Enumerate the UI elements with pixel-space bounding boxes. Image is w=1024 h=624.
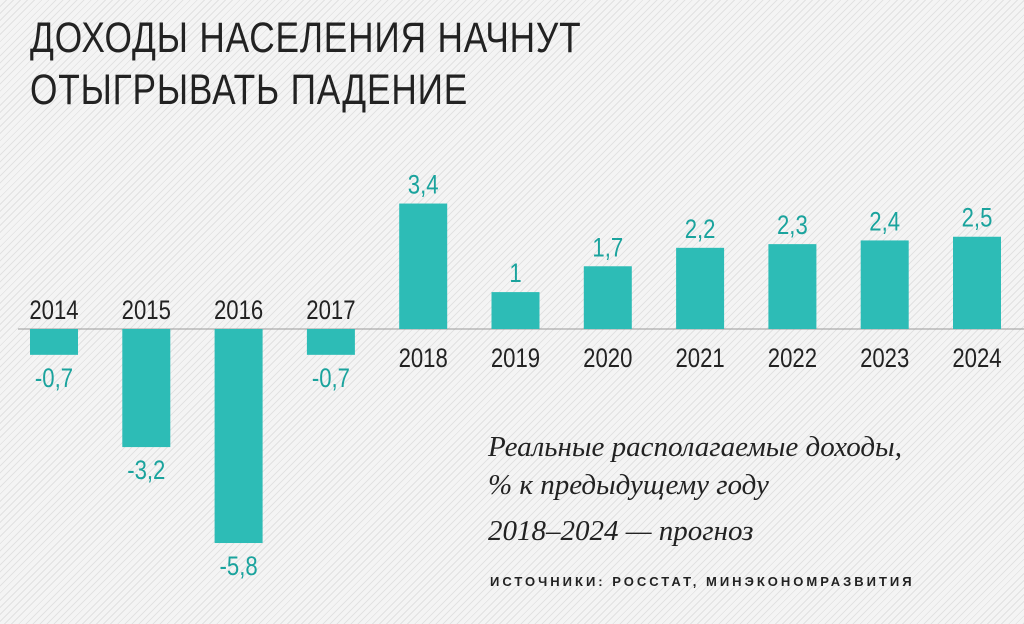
- year-label-2019: 2019: [491, 344, 540, 374]
- value-label-2024: 2,5: [962, 204, 993, 234]
- year-label-2015: 2015: [122, 296, 171, 326]
- forecast-note: 2018–2024 — прогноз: [488, 515, 754, 547]
- year-label-2021: 2021: [675, 344, 724, 374]
- bar-2023: [860, 240, 909, 329]
- year-label-2023: 2023: [860, 344, 909, 374]
- caption-line-2: % к предыдущему году: [488, 469, 769, 501]
- value-label-2015: -3,2: [127, 456, 165, 486]
- bar-2024: [953, 236, 1001, 329]
- bar-2014: [30, 329, 78, 355]
- year-label-2014: 2014: [29, 296, 78, 326]
- year-label-2018: 2018: [399, 344, 448, 374]
- year-label-2020: 2020: [583, 344, 632, 374]
- bar-2022: [768, 244, 817, 329]
- value-label-2023: 2,4: [869, 207, 900, 237]
- year-label-2022: 2022: [768, 344, 817, 374]
- bar-2018: [399, 203, 448, 329]
- year-label-2017: 2017: [306, 296, 355, 326]
- value-label-2017: -0,7: [312, 364, 350, 394]
- chart-title: ДОХОДЫ НАСЕЛЕНИЯ НАЧНУТ ОТЫГРЫВАТЬ ПАДЕН…: [30, 14, 582, 114]
- value-label-2020: 1,7: [592, 233, 623, 263]
- year-label-2024: 2024: [952, 344, 1001, 374]
- caption-line-1: Реальные располагаемые доходы,: [488, 431, 902, 463]
- bar-2020: [583, 266, 632, 329]
- value-label-2022: 2,3: [777, 211, 808, 241]
- value-label-2019: 1: [509, 259, 521, 289]
- chart-caption: Реальные располагаемые доходы, % к преды…: [488, 428, 902, 550]
- bar-2021: [676, 247, 725, 329]
- value-label-2021: 2,2: [685, 215, 716, 245]
- year-label-2016: 2016: [214, 296, 263, 326]
- bar-2019: [491, 292, 540, 329]
- bar-2015: [122, 329, 171, 448]
- bar-2017: [306, 329, 355, 355]
- sources-note: ИСТОЧНИКИ: РОССТАТ, МИНЭКОНОМРАЗВИТИЯ: [490, 574, 915, 589]
- bar-2016: [214, 329, 263, 544]
- value-label-2016: -5,8: [220, 552, 258, 582]
- value-label-2014: -0,7: [35, 364, 73, 394]
- value-label-2018: 3,4: [408, 171, 439, 201]
